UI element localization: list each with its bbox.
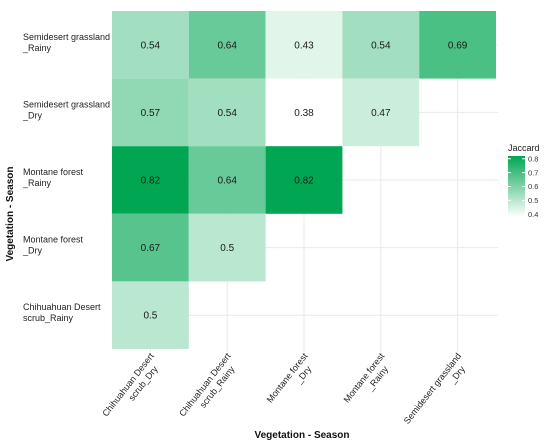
- y-tick-label-line: Chihuahuan Desert: [23, 302, 101, 312]
- cell-value-label: 0.64: [217, 40, 237, 51]
- y-tick-label-line: Semidesert grassland: [23, 32, 110, 42]
- x-axis-title: Vegetation - Season: [254, 430, 349, 441]
- heatmap-cell: [112, 11, 189, 79]
- heatmap-cell: [112, 281, 189, 349]
- x-tick-label: Chihuahuan Desertscrub_Dry: [100, 351, 165, 425]
- cell-value-label: 0.69: [448, 40, 468, 51]
- cell-value-label: 0.57: [141, 108, 161, 119]
- x-tick-label: Montane forest_Rainy: [342, 351, 396, 412]
- legend-tick-label: 0.5: [528, 196, 538, 205]
- legend-title: Jaccard: [508, 143, 540, 153]
- y-tick-label-line: Montane forest: [23, 235, 84, 245]
- cell-value-label: 0.5: [143, 311, 157, 322]
- cell-value-label: 0.5: [220, 243, 234, 254]
- y-tick-label: Semidesert grassland _Dry: [22, 99, 110, 120]
- y-axis-title: Vegetation - Season: [5, 166, 16, 261]
- heatmap-cell: [112, 146, 189, 214]
- y-tick-label-line: _Dry: [22, 246, 43, 256]
- cell-value-label: 0.38: [294, 108, 314, 119]
- heatmap-cell: [342, 11, 420, 79]
- y-tick-label: Chihuahuan Desert scrub_Rainy: [23, 302, 101, 323]
- heatmap-cell: [342, 78, 420, 147]
- cell-value-label: 0.82: [294, 176, 314, 187]
- legend: Jaccard 0.8 0.7 0.6 0.5 0.4: [508, 143, 540, 219]
- legend-tick-label: 0.4: [528, 210, 538, 219]
- heatmap-cell: [265, 78, 343, 147]
- cell-value-label: 0.47: [371, 108, 391, 119]
- y-tick-label-line: Montane forest: [23, 167, 84, 177]
- legend-tick-label: 0.7: [528, 168, 538, 177]
- heatmap-cells: 0.54 0.64 0.43 0.54 0.69 0.57 0.54 0.38 0.47 0.82…: [112, 11, 496, 349]
- legend-tick-label: 0.8: [528, 154, 538, 163]
- heatmap-cell: [419, 11, 496, 79]
- y-tick-label: Montane forest _Dry: [22, 235, 84, 256]
- cell-value-label: 0.54: [371, 40, 391, 51]
- legend-tick-label: 0.6: [528, 182, 538, 191]
- y-tick-label-line: scrub_Rainy: [23, 313, 74, 323]
- cell-value-label: 0.54: [217, 108, 237, 119]
- heatmap-cell: [265, 11, 343, 79]
- cell-value-label: 0.43: [294, 40, 314, 51]
- y-tick-label: Semidesert grassland _Rainy: [22, 32, 110, 53]
- x-tick-label-line: Semidesert grassland: [402, 351, 463, 426]
- heatmap-cell: [112, 213, 189, 282]
- heatmap-cell: [265, 146, 343, 214]
- heatmap-cell: [188, 146, 266, 214]
- y-tick-label: Montane forest _Rainy: [22, 167, 84, 188]
- y-tick-label-line: _Rainy: [22, 43, 52, 53]
- heatmap-cell: [112, 78, 189, 147]
- y-tick-label-line: Semidesert grassland: [23, 99, 110, 109]
- heatmap-cell: [188, 213, 266, 282]
- x-tick-labels: Chihuahuan Desertscrub_Dry Chihuahuan Des…: [100, 351, 472, 433]
- cell-value-label: 0.67: [141, 243, 161, 254]
- y-tick-label-line: _Dry: [22, 110, 43, 120]
- legend-colorbar: [508, 156, 525, 217]
- heatmap-cell: [188, 78, 266, 147]
- cell-value-label: 0.82: [141, 176, 161, 187]
- cell-value-label: 0.64: [217, 176, 237, 187]
- x-tick-label: Semidesert grassland_Dry: [402, 351, 472, 433]
- heatmap-cell: [188, 11, 266, 79]
- y-tick-label-line: _Rainy: [22, 178, 52, 188]
- x-tick-label: Montane forest_Dry: [265, 351, 319, 412]
- x-tick-label: Chihuahuan Desertscrub_Rainy: [177, 351, 242, 425]
- legend-ticks: 0.8 0.7 0.6 0.5 0.4: [508, 154, 538, 219]
- cell-value-label: 0.54: [141, 40, 161, 51]
